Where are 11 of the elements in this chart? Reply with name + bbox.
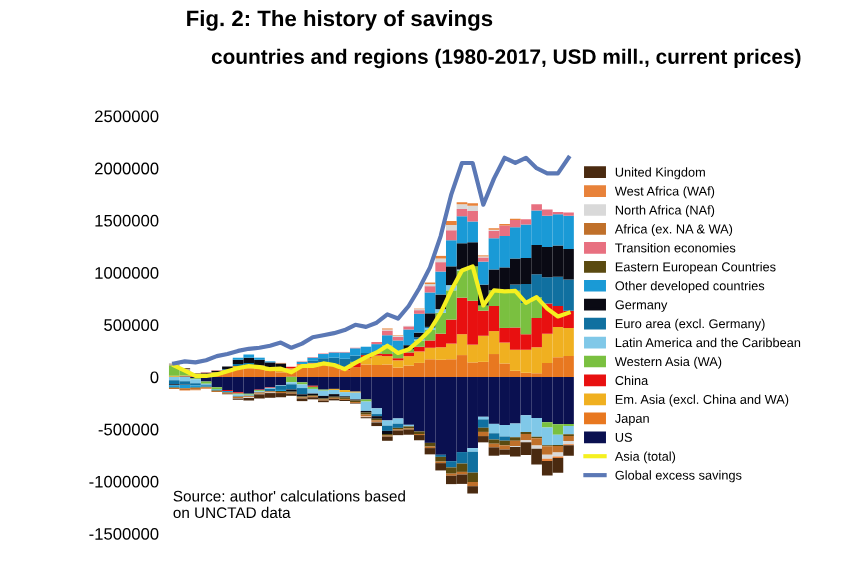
chart-subtitle: countries and regions (1980-2017, USD mill., current prices)	[211, 48, 801, 69]
y-tick-label: -1500000	[89, 528, 159, 540]
y-tick-label: 500000	[104, 319, 159, 331]
chart-title: Fig. 2: The history of savings	[187, 10, 493, 31]
y-tick-label: -500000	[98, 423, 159, 436]
y-tick-label: 0	[150, 371, 159, 384]
y-tick-label: 2000000	[95, 162, 159, 175]
y-tick-label: 2500000	[95, 110, 159, 123]
y-tick-label: -1000000	[89, 475, 159, 488]
y-tick-label: 1500000	[95, 214, 159, 227]
y-tick-label: 1000000	[95, 267, 159, 279]
